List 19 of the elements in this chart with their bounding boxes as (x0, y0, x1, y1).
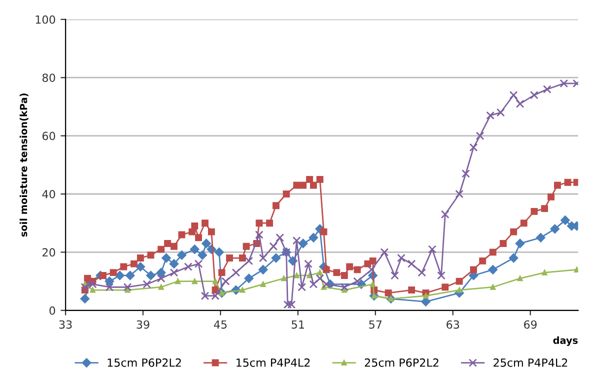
x-tick-label: 33 (59, 320, 72, 329)
y-axis-title: soil moisture tension(kPa) (20, 94, 28, 237)
x-tick-label: 57 (369, 320, 382, 329)
y-tick-label: 0 (50, 306, 56, 315)
y-tick-label: 60 (42, 132, 56, 140)
x-tick-label: 51 (292, 320, 304, 329)
legend-label: 15cm P4P4L2 (236, 358, 310, 367)
x-tick-label: 69 (524, 320, 537, 329)
legend-label: 25cm P4P4L2 (494, 358, 568, 367)
legend-label: 15cm P6P2L2 (108, 358, 181, 367)
x-tick-label: 45 (214, 320, 227, 329)
legend-label: 25cm P6P2L2 (364, 358, 438, 367)
y-tick-label: 80 (42, 74, 56, 82)
x-axis-title: days (553, 336, 578, 346)
y-tick-label: 100 (36, 15, 56, 24)
x-tick-label: 63 (446, 320, 460, 329)
y-tick-label: 20 (42, 248, 56, 257)
x-tick-label: 39 (136, 320, 150, 329)
y-tick-label: 40 (42, 190, 56, 198)
